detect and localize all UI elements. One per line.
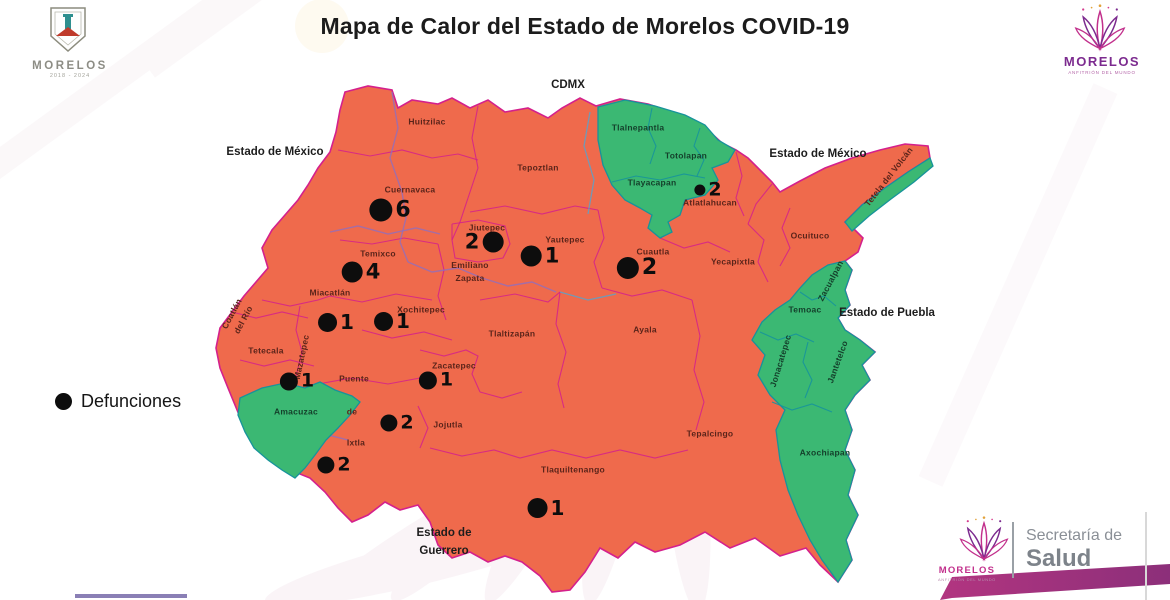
- right-edge-line: [1145, 512, 1147, 600]
- death-dot-icon: [694, 184, 706, 196]
- logo-salud-morelos: MORELOS: [938, 565, 996, 576]
- death-marker: 2: [616, 255, 658, 280]
- death-count: 2: [464, 229, 480, 254]
- death-count: 1: [340, 310, 354, 334]
- death-count: 1: [300, 369, 315, 392]
- logo-secretaria-salud: MORELOS ANFITRIÓN DEL MUNDO Secretaría d…: [934, 517, 1122, 582]
- logo-divider: [1011, 521, 1014, 578]
- death-count: 2: [400, 411, 414, 434]
- death-dot-icon: [527, 498, 548, 518]
- death-dot-icon: [616, 257, 639, 279]
- death-marker: 1: [527, 496, 565, 520]
- death-marker: 1: [279, 369, 315, 392]
- death-marker: 2: [317, 453, 351, 476]
- death-dot-icon: [374, 311, 394, 331]
- death-dot-icon: [482, 231, 504, 253]
- death-dot-icon: [380, 414, 398, 432]
- death-count: 4: [365, 259, 381, 284]
- death-marker: 1: [318, 312, 354, 332]
- page-title: Mapa de Calor del Estado de Morelos COVI…: [320, 13, 850, 39]
- death-dot-icon: [418, 371, 437, 389]
- logo-morelos-gov: MORELOS 2018 - 2024: [32, 6, 108, 79]
- death-dot-icon: [318, 312, 338, 332]
- death-count: 1: [439, 368, 454, 391]
- death-marker: 4: [341, 259, 381, 284]
- secretaria-line1: Secretaría de: [1025, 527, 1122, 545]
- defunciones-dot-icon: [55, 393, 72, 410]
- green-municipalities: [237, 99, 934, 584]
- death-marker: 1: [520, 243, 560, 268]
- death-count: 6: [395, 197, 411, 222]
- legend-label: Defunciones: [81, 391, 182, 411]
- death-count: 2: [337, 453, 351, 476]
- background-watermark-bands: [295, 0, 349, 53]
- death-dot-icon: [341, 261, 363, 283]
- death-count: 1: [396, 309, 410, 333]
- ribbon-decoration: [940, 564, 1170, 600]
- death-count: 1: [550, 496, 565, 520]
- death-dot-icon: [317, 456, 335, 474]
- logo-brand-name: MORELOS: [1063, 54, 1141, 69]
- logo-gov-years: 2018 - 2024: [49, 73, 91, 79]
- death-count: 2: [708, 178, 722, 201]
- logo-gov-name: MORELOS: [32, 60, 108, 72]
- death-marker: 2: [694, 178, 722, 201]
- municipal-borders-orange: [231, 105, 791, 459]
- logo-morelos-brand: MORELOS ANFITRIÓN DEL MUNDO: [1060, 4, 1144, 75]
- bottom-left-strip: [75, 594, 187, 598]
- death-count: 1: [544, 243, 560, 268]
- death-marker: 2: [380, 411, 414, 434]
- death-marker: 6: [369, 197, 411, 222]
- roads: [249, 91, 617, 441]
- death-dot-icon: [279, 372, 298, 390]
- death-marker: 1: [418, 368, 454, 391]
- death-dot-icon: [520, 245, 542, 267]
- death-marker: 2: [464, 229, 504, 254]
- logo-brand-tagline: ANFITRIÓN DEL MUNDO: [1068, 70, 1136, 75]
- death-marker: 1: [374, 311, 410, 331]
- secretaria-line2: Salud: [1025, 545, 1092, 573]
- death-count: 2: [641, 255, 658, 280]
- legend: Defunciones: [55, 391, 181, 412]
- death-dot-icon: [369, 198, 393, 222]
- logo-salud-tagline: ANFITRIÓN DEL MUNDO: [937, 577, 996, 582]
